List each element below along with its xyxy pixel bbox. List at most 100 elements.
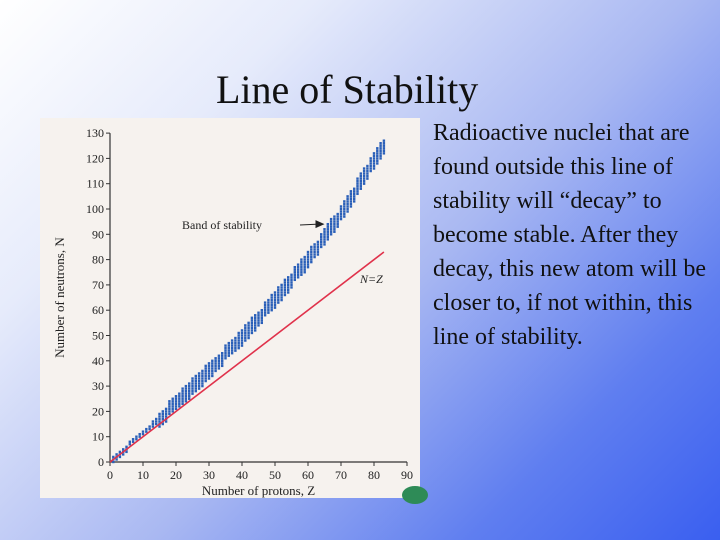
nuclide-point <box>339 205 343 208</box>
nuclide-point <box>247 324 250 327</box>
nuclide-point <box>376 149 379 153</box>
nuclide-point <box>221 354 224 357</box>
nuclide-point <box>151 420 155 423</box>
nuclide-point <box>148 425 151 428</box>
band-of-stability-label: Band of stability <box>182 218 262 232</box>
nuclide-point <box>273 291 277 294</box>
nuclide-point <box>296 263 300 266</box>
nuclide-point <box>353 187 356 190</box>
slide-body-text: Radioactive nuclei that are found outsid… <box>433 120 707 350</box>
band-arrow-head <box>315 220 325 229</box>
x-tick-label: 10 <box>137 468 149 482</box>
nuclide-point <box>273 293 277 297</box>
nuclide-point <box>300 273 303 276</box>
nuclide-point <box>346 202 349 206</box>
nuclide-point <box>254 329 257 332</box>
nuclide-point <box>204 379 207 383</box>
nuclide-point <box>250 326 254 330</box>
nuclide-point <box>300 258 303 261</box>
nuclide-point <box>270 293 273 297</box>
nuclide-point <box>277 288 280 292</box>
nuclide-point <box>214 367 217 370</box>
nuclide-point <box>267 306 270 309</box>
nuclide-point <box>310 245 313 249</box>
nuclide-point <box>141 432 145 436</box>
nuclide-point <box>382 149 386 153</box>
nuclide-point <box>326 228 329 231</box>
nuclide-point <box>283 278 287 282</box>
nuclide-point <box>194 374 197 378</box>
nuclide-point <box>303 265 306 269</box>
nuclide-point <box>349 197 353 201</box>
nuclide-point <box>115 458 118 461</box>
nuclide-point <box>188 389 191 393</box>
nuclide-point <box>197 387 201 390</box>
nuclide-point <box>211 367 214 370</box>
nuclide-point <box>280 288 283 292</box>
nuclide-point <box>313 250 316 254</box>
nuclide-point <box>164 420 168 423</box>
y-tick-label: 0 <box>98 455 104 469</box>
nuclide-point <box>306 260 310 264</box>
nuclide-point <box>234 341 237 345</box>
nuclide-point <box>290 283 293 287</box>
nuclide-point <box>336 220 339 223</box>
nuclide-point <box>131 438 135 441</box>
nuclide-point <box>346 207 349 211</box>
nuclide-point <box>211 372 214 375</box>
nuclide-point <box>356 185 359 188</box>
nuclide-point <box>349 205 353 208</box>
nuclide-point <box>372 154 376 158</box>
y-tick-label: 60 <box>92 303 104 317</box>
nuclide-point <box>138 435 141 438</box>
nuclide-point <box>287 276 290 279</box>
nuclide-point <box>184 392 188 395</box>
nuclide-point <box>339 210 343 213</box>
nuclide-point <box>221 359 224 362</box>
nuclide-point <box>293 278 296 282</box>
nuclide-point <box>263 303 267 307</box>
nuclide-point <box>280 291 283 294</box>
nuclide-point <box>293 265 296 269</box>
nuclide-point <box>339 212 343 216</box>
nuclide-point <box>254 314 257 317</box>
nuclide-point <box>283 293 287 297</box>
nuclide-point <box>204 377 207 380</box>
nuclide-point <box>313 253 316 256</box>
nuclide-point <box>112 455 115 459</box>
nuclide-point <box>293 271 296 274</box>
nuclide-point <box>234 346 237 350</box>
nuclide-point <box>141 430 145 433</box>
nuclide-point <box>346 200 349 203</box>
nuclide-point <box>326 235 329 239</box>
nuclide-point <box>379 142 382 145</box>
nuclide-point <box>254 321 257 325</box>
nuclide-point <box>240 344 244 347</box>
nuclide-point <box>217 357 221 360</box>
nuclide-point <box>382 147 386 150</box>
nuclide-point <box>267 301 270 304</box>
nuclide-point <box>257 314 260 317</box>
nuclide-point <box>306 263 310 266</box>
nuclide-point <box>283 286 287 289</box>
nuclide-point <box>227 349 230 352</box>
nuclide-point <box>277 298 280 302</box>
nuclide-point <box>313 255 316 259</box>
nuclide-point <box>181 392 184 395</box>
nuclide-point <box>188 382 191 385</box>
nuclide-point <box>346 197 349 201</box>
nuclide-point <box>323 243 326 246</box>
nuclide-point <box>197 384 201 388</box>
nuclide-point <box>122 448 125 451</box>
nuclide-point <box>273 306 277 309</box>
nuclide-point <box>283 288 287 292</box>
nuclide-point <box>237 339 240 342</box>
nuclide-point <box>382 144 386 147</box>
nuclide-point <box>372 164 376 168</box>
nuclide-point <box>336 222 339 226</box>
nuclide-point <box>339 207 343 211</box>
nuclide-point <box>174 395 178 398</box>
nuclide-point <box>145 430 148 433</box>
nuclide-point <box>227 354 230 357</box>
nuclide-point <box>376 147 379 150</box>
